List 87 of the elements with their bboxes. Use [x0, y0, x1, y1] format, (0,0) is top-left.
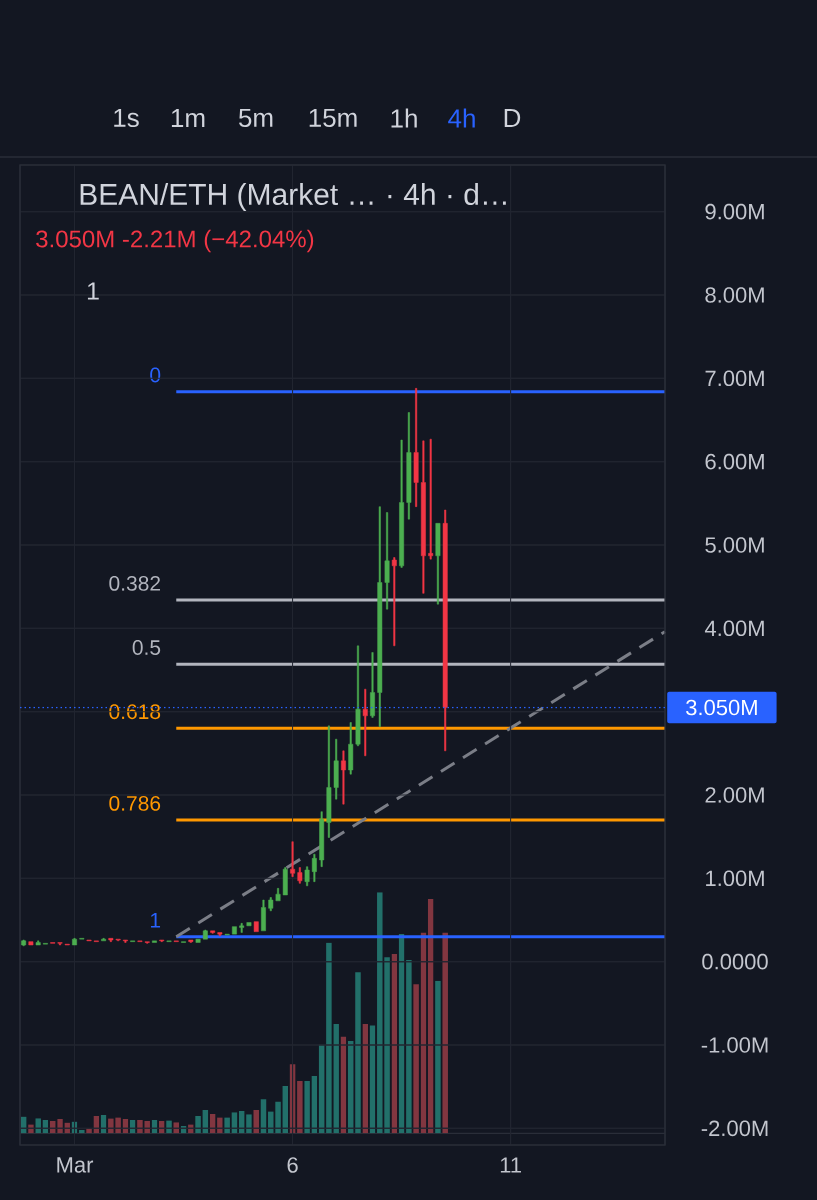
candlestick	[35, 940, 41, 946]
text: 4h	[448, 108, 475, 128]
candlestick	[210, 930, 216, 934]
candlestick	[246, 922, 252, 927]
candlestick	[195, 938, 201, 943]
text: 1s	[114, 108, 139, 128]
candlestick	[355, 645, 361, 747]
candlestick	[152, 940, 157, 943]
candlestick	[413, 388, 419, 507]
candlestick	[159, 939, 165, 942]
x-tick-label: 11	[500, 1157, 521, 1173]
candlestick	[311, 853, 317, 882]
candlestick	[319, 811, 325, 867]
bar	[442, 932, 448, 1134]
bar	[435, 980, 441, 1134]
text: 1h	[391, 108, 417, 128]
candlestick	[399, 439, 405, 568]
candlestick	[188, 939, 194, 943]
bar	[326, 942, 332, 1134]
bar	[166, 1120, 172, 1134]
candlestick	[348, 722, 354, 775]
candlestick	[224, 933, 230, 936]
text: BEAN/ETH (Market … · 4h · d…	[80, 183, 506, 211]
y-tick-label: 9.00M	[705, 203, 764, 220]
candlestick	[217, 932, 223, 937]
y-tick-label: 0.0000	[702, 953, 768, 970]
y-tick-label: 4.00M	[704, 620, 764, 637]
y-tick-label: 8.00M	[705, 287, 764, 303]
candlestick	[21, 939, 27, 947]
series-label: 1	[150, 913, 161, 928]
ref-line-label: 3.050M	[686, 699, 757, 716]
candlestick	[290, 841, 295, 877]
text: 1m	[171, 109, 205, 127]
candlestick	[370, 652, 375, 718]
annotation: 1	[87, 282, 99, 300]
text: 3.050M -2.21M (−42.04%)	[36, 229, 314, 253]
candlestick	[261, 899, 266, 932]
y-tick-label: 6.00M	[705, 453, 764, 470]
y-tick-label: 1.00M	[706, 870, 764, 887]
bar	[297, 1081, 303, 1134]
candlestick	[297, 867, 303, 884]
candlestick	[122, 939, 128, 943]
candlestick	[442, 509, 448, 752]
candlestick	[333, 738, 339, 800]
candlestick	[64, 943, 70, 946]
candlestick	[304, 866, 310, 887]
candlestick	[72, 938, 77, 946]
candlestick	[428, 438, 434, 560]
series-label: 0.786	[109, 795, 161, 811]
bar	[268, 1111, 274, 1134]
text: D	[504, 109, 521, 127]
candlestick	[377, 506, 383, 727]
bar	[195, 1115, 201, 1134]
candlestick	[253, 921, 259, 932]
candlestick	[420, 440, 426, 594]
y-tick-label: -2.00M	[701, 1120, 768, 1137]
candlestick	[101, 938, 107, 942]
y-tick-label: -1.00M	[701, 1037, 768, 1053]
candlestick	[341, 750, 346, 805]
candlestick	[362, 688, 368, 757]
y-tick-label: 2.00M	[705, 787, 764, 803]
bar	[253, 1109, 259, 1134]
candlestick	[28, 941, 34, 946]
candlestick	[384, 512, 390, 610]
series-label: 0.618	[109, 704, 161, 720]
candlestick	[232, 926, 237, 935]
candlestick	[86, 939, 92, 942]
text: 15m	[309, 108, 357, 128]
candlestick	[239, 923, 245, 933]
bar	[224, 1117, 230, 1134]
y-tick-label: 7.00M	[705, 370, 764, 387]
series-label: 0.5	[132, 640, 161, 655]
text: 5m	[238, 108, 273, 128]
x-tick-label: 6	[287, 1157, 298, 1173]
candlestick	[326, 725, 332, 838]
x-tick-label: Mar	[57, 1157, 94, 1173]
series-label: 0.382	[109, 575, 160, 591]
bar	[406, 960, 412, 1134]
bar	[355, 972, 361, 1134]
series-label: 0	[150, 367, 161, 383]
candlestick	[406, 412, 412, 520]
candlestick	[435, 523, 441, 605]
candlestick	[391, 557, 397, 647]
bar	[79, 1129, 85, 1134]
bar	[413, 984, 419, 1134]
y-tick-label: 5.00M	[705, 537, 764, 553]
candlestick	[202, 929, 208, 940]
